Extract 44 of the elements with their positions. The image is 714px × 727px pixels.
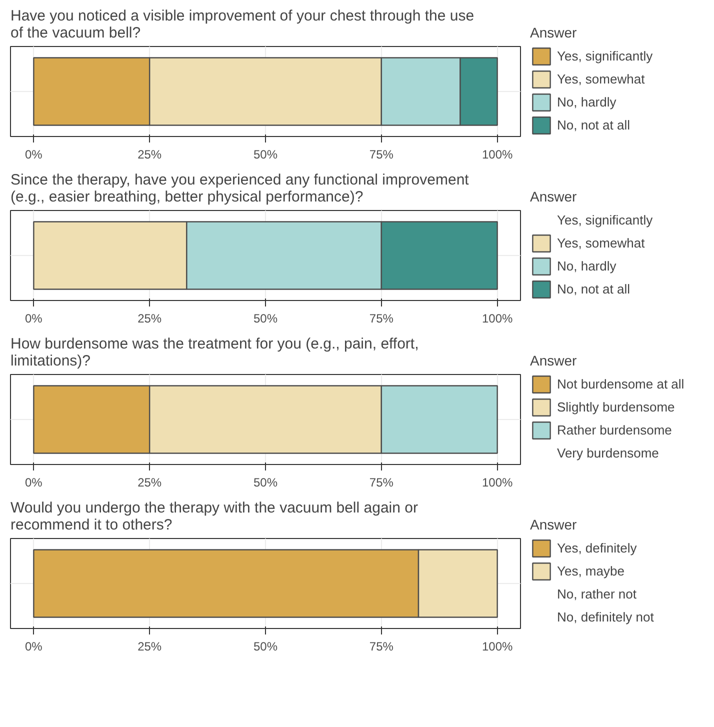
x-tick-label: 50% [253,476,278,490]
x-tick-label: 75% [369,312,394,326]
chart-title: How burdensome was the treatment for you (e.g., pain, effort, limitations)? [10,336,419,370]
x-tick-label: 100% [482,640,513,654]
legend-label: Rather burdensome [557,422,672,438]
x-tick-label: 0% [25,312,43,326]
legend-label: No, hardly [557,94,616,110]
x-tick-label: 100% [482,148,513,162]
x-tick-label: 100% [482,476,513,490]
text: Very burdensome [557,446,659,460]
text: Yes, significantly [557,212,653,228]
legend-label: Yes, significantly [557,48,653,64]
text: Yes, definitely [557,540,637,556]
x-tick-label: 75% [369,148,394,162]
x-tick-label: 50% [253,148,278,162]
chart-title: Would you undergo the therapy with the vacuum bell again or recommend it to others? [10,500,418,534]
x-tick-label: 50% [253,312,278,326]
text: Yes, somewhat [557,236,645,250]
chart-title: Have you noticed a visible improvement of your chest through the use of the vacuum bell? [10,8,474,42]
x-tick-label: 100% [482,312,513,326]
x-tick-label: 25% [138,640,162,654]
x-tick-label: 0% [25,640,43,654]
text: No, not at all [557,282,630,296]
text: No, definitely not [557,610,654,624]
text: Yes, maybe [557,564,624,578]
x-tick-label: 75% [369,476,394,490]
legend-label: Yes, somewhat [557,72,645,86]
chart-title: Since the therapy, have you experienced any functional improvement (e.g., easier breathing, better physical performance)? [10,172,470,206]
legend-title: Answer [530,352,578,368]
legend-title: Answer [530,516,578,532]
x-tick-label: 0% [25,148,43,162]
text: No, rather not [557,586,636,602]
legend-label: No, not at all [557,118,630,132]
x-tick-label: 25% [138,476,162,490]
text: No, hardly [557,258,616,274]
x-tick-label: 25% [138,312,162,326]
legend-title: Answer [530,24,578,40]
x-tick-label: 25% [138,148,162,162]
x-tick-label: 75% [369,640,394,654]
legend-label: Slightly burdensome [557,400,675,414]
x-tick-label: 50% [253,640,278,654]
legend-label: Not burdensome at all [557,376,684,392]
x-tick-label: 0% [25,476,43,490]
legend-title: Answer [530,188,578,204]
